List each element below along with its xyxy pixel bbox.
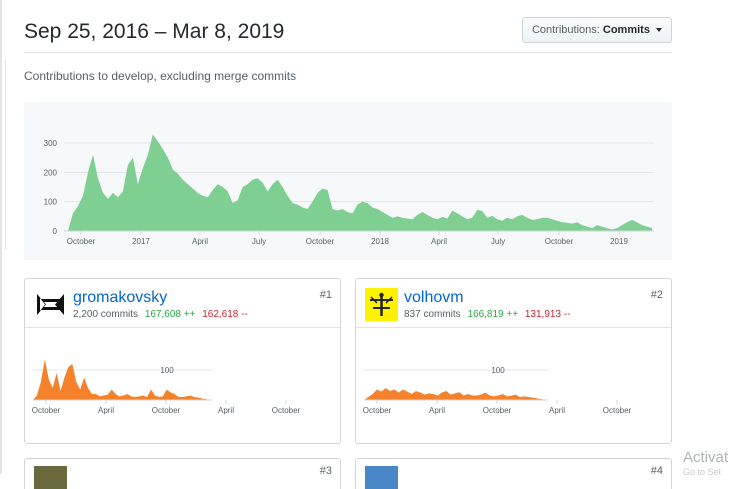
additions-count: 166,819 ++ <box>467 309 519 320</box>
y-tick-label: 100 <box>160 366 174 375</box>
date-range-title: Sep 25, 2016 – Mar 8, 2019 <box>24 20 285 43</box>
avatar <box>365 466 398 489</box>
commit-count: 2,200 commits <box>73 309 139 320</box>
contributor-card-header: volhovm 837 commits 166,819 ++ 131,913 -… <box>356 279 671 328</box>
main-chart-svg: 0 100 200 300 October 2017 April July October 201… <box>44 134 654 246</box>
contributor-chart[interactable]: 100 October April October April October <box>356 328 671 443</box>
series-area <box>364 388 546 400</box>
series-area <box>68 134 652 231</box>
x-tick-label: October <box>306 237 335 246</box>
contributor-chart[interactable]: 100 October April October April October <box>25 328 340 443</box>
main-contributions-chart[interactable]: 0 100 200 300 October 2017 April July October 201… <box>24 102 672 260</box>
y-tick-label: 100 <box>44 198 58 207</box>
x-tick-label: October <box>545 237 574 246</box>
dropdown-value: Commits <box>602 24 650 36</box>
series-area <box>33 359 210 400</box>
y-tick-label: 100 <box>491 366 505 375</box>
x-tick-label: April <box>429 406 445 415</box>
left-border <box>0 0 2 474</box>
contributor-chart-svg: 100 October April October April October <box>32 359 301 415</box>
x-tick-label: 2019 <box>610 237 628 246</box>
activation-watermark-sub: Go to Set <box>683 467 722 477</box>
commit-count: 837 commits <box>404 309 461 320</box>
contributor-stats: 837 commits 166,819 ++ 131,913 -- <box>404 309 570 320</box>
avatar <box>34 466 67 489</box>
graph-header: Sep 25, 2016 – Mar 8, 2019 Contributions… <box>24 0 672 53</box>
caret-down-icon <box>656 28 662 33</box>
x-tick-label: 2018 <box>371 237 389 246</box>
left-sidebar-edge <box>0 60 6 250</box>
x-tick-label: October <box>152 406 181 415</box>
y-tick-label: 200 <box>44 168 58 177</box>
contributions-dropdown[interactable]: Contributions: Commits <box>521 17 672 43</box>
x-tick-label: October <box>603 406 632 415</box>
x-tick-label: April <box>431 237 447 246</box>
contributor-rank: #4 <box>650 465 663 477</box>
deletions-count: 131,913 -- <box>524 309 571 320</box>
contributor-card: volhovm 837 commits 166,819 ++ 131,913 -… <box>355 278 672 444</box>
activation-watermark: Activat <box>683 449 729 466</box>
x-tick-label: July <box>491 237 505 246</box>
y-tick-label: 0 <box>53 227 58 236</box>
contributor-card-header: gromakovsky 2,200 commits 167,608 ++ 162… <box>25 279 340 328</box>
dragonfly-icon <box>365 288 398 321</box>
x-tick-label: October <box>272 406 301 415</box>
x-tick-label: October <box>363 406 392 415</box>
y-tick-label: 300 <box>44 139 58 148</box>
x-tick-label: April <box>218 406 234 415</box>
contributor-rank: #3 <box>319 465 332 477</box>
x-tick-label: 2017 <box>132 237 150 246</box>
contributions-subtitle: Contributions to develop, excluding merg… <box>24 69 297 83</box>
contributor-stats: 2,200 commits 167,608 ++ 162,618 -- <box>73 309 248 320</box>
x-tick-label: April <box>549 406 565 415</box>
contributor-name-link[interactable]: volhovm <box>404 289 464 306</box>
arrows-split-icon <box>34 288 67 321</box>
x-tick-label: July <box>252 237 266 246</box>
contributor-card: gromakovsky 2,200 commits 167,608 ++ 162… <box>24 278 341 444</box>
dropdown-prefix: Contributions: <box>531 24 600 36</box>
x-tick-label: October <box>32 406 61 415</box>
x-tick-label: October <box>67 237 96 246</box>
x-tick-label: October <box>483 406 512 415</box>
deletions-count: 162,618 -- <box>202 309 248 320</box>
x-tick-label: April <box>192 237 208 246</box>
contributor-name-link[interactable]: gromakovsky <box>73 289 168 306</box>
contributor-chart-svg: 100 October April October April October <box>363 366 632 415</box>
additions-count: 167,608 ++ <box>144 309 196 320</box>
x-tick-label: April <box>98 406 114 415</box>
contributor-rank: #2 <box>650 289 663 301</box>
contributor-rank: #1 <box>319 289 332 301</box>
